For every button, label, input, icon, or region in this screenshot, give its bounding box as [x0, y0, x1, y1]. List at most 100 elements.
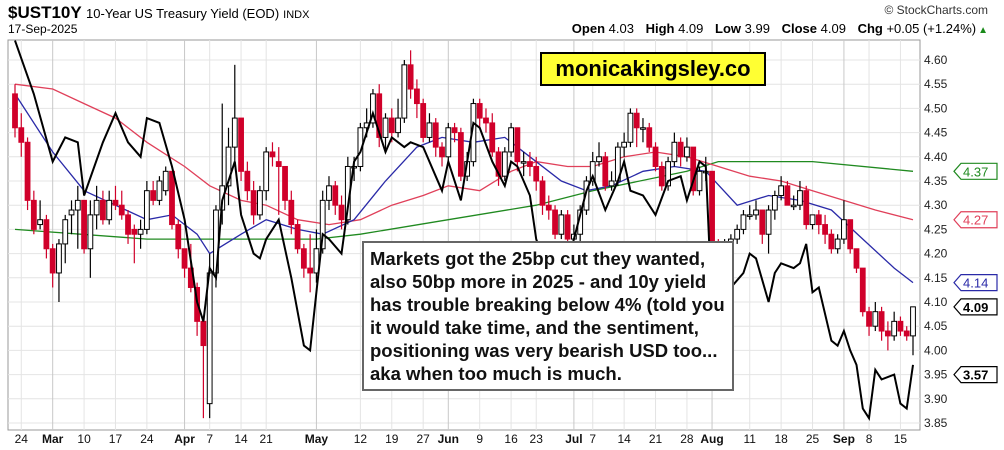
- x-tick-label: 14: [234, 432, 248, 446]
- candle-body: [244, 170, 251, 192]
- low-label: Low: [715, 21, 742, 36]
- candle-body: [778, 185, 785, 197]
- y-tick-label: 4.50: [924, 101, 948, 115]
- candle-body: [250, 190, 257, 216]
- candle-body: [677, 141, 684, 158]
- copyright: © StockCharts.com: [884, 3, 988, 17]
- candle-body: [759, 209, 766, 235]
- x-tick-label: 7: [589, 432, 596, 446]
- candle-body: [457, 132, 464, 177]
- candle-body: [771, 195, 778, 211]
- candle-body: [275, 161, 282, 167]
- x-tick-label: 23: [530, 432, 544, 446]
- x-tick-label: 27: [417, 432, 431, 446]
- x-tick-label: 28: [680, 432, 694, 446]
- candle-body: [589, 161, 596, 182]
- candle-body: [897, 320, 904, 332]
- candle-body: [395, 117, 401, 134]
- candle-body: [225, 146, 232, 187]
- ma-short-last-label: 4.14: [963, 276, 988, 291]
- candle-body: [307, 267, 314, 274]
- candle-body: [282, 165, 288, 201]
- candle-body: [602, 156, 609, 187]
- y-tick-label: 4.20: [924, 247, 948, 261]
- x-tick-label: May: [305, 432, 329, 446]
- x-tick-label: Sep: [833, 432, 855, 446]
- candle-body: [74, 199, 81, 211]
- candle-body: [326, 185, 332, 201]
- candle-body: [30, 199, 37, 230]
- candle-body: [910, 306, 916, 337]
- overlay-last-label: 3.57: [963, 368, 988, 383]
- candle-body: [552, 209, 558, 235]
- candle-body: [24, 141, 31, 201]
- candle-body: [81, 199, 87, 250]
- candle-body: [414, 88, 420, 105]
- ma-mid-last-label-box: [953, 211, 998, 229]
- close-label: Close: [781, 21, 817, 36]
- candle-body: [790, 204, 797, 208]
- ma-mid-last-label: 4.27: [963, 213, 988, 228]
- ma-long-last-label-box: [953, 162, 998, 180]
- candle-body: [432, 122, 439, 148]
- exchange: INDX: [283, 9, 310, 21]
- y-tick-label: 4.60: [924, 53, 948, 67]
- candle-body: [740, 214, 747, 230]
- candle-body: [753, 209, 759, 216]
- candle-body: [269, 151, 276, 158]
- y-tick-label: 4.40: [924, 150, 948, 164]
- candle-body: [545, 204, 552, 211]
- ma-short-last-label-box: [953, 274, 998, 292]
- candle-body: [100, 199, 106, 221]
- high-value: 4.09: [678, 21, 704, 36]
- candle-body: [294, 224, 301, 250]
- candle-body: [797, 190, 803, 206]
- ma-long-line: [14, 160, 914, 240]
- candle-body: [665, 161, 671, 187]
- ma-short-line: [14, 93, 914, 284]
- candle-body: [43, 219, 50, 250]
- candle-body: [558, 214, 565, 235]
- candle-body: [445, 127, 452, 158]
- candle-body: [338, 204, 345, 221]
- x-tick-label: Apr: [174, 432, 195, 446]
- x-tick-label: 12: [354, 432, 368, 446]
- candle-body: [828, 233, 835, 250]
- candle-body: [257, 190, 263, 216]
- candle-body: [87, 214, 94, 250]
- candle-body: [200, 320, 207, 347]
- candle-body: [175, 224, 182, 250]
- x-tick-label: 8: [866, 432, 873, 446]
- candle-body: [809, 214, 816, 226]
- low-value: 3.99: [744, 21, 770, 36]
- candle-body: [476, 103, 483, 119]
- candle-body: [49, 248, 56, 274]
- chg-label: Chg: [857, 21, 883, 36]
- candle-body: [527, 161, 533, 167]
- y-tick-label: 4.35: [924, 174, 948, 188]
- x-tick-label: 10: [77, 432, 91, 446]
- x-tick-label: Jul: [565, 432, 582, 446]
- candle-body: [583, 180, 590, 211]
- candle-body: [125, 214, 131, 235]
- candle-body: [822, 224, 828, 235]
- x-tick-label: 19: [385, 432, 399, 446]
- y-tick-label: 4.25: [924, 222, 948, 236]
- candle-body: [231, 117, 238, 148]
- triangle-up-icon: ▲: [978, 25, 988, 36]
- y-tick-label: 4.10: [924, 295, 948, 309]
- y-tick-label: 4.45: [924, 126, 948, 140]
- candle-body: [300, 248, 307, 269]
- x-tick-label: 9: [476, 432, 483, 446]
- candle-body: [684, 146, 690, 158]
- candle-body: [853, 248, 860, 269]
- overlay-line: [14, 40, 914, 422]
- candle-body: [319, 199, 326, 250]
- candle-body: [388, 117, 395, 134]
- open-value: 4.03: [608, 21, 634, 36]
- y-tick-label: 3.90: [924, 392, 948, 406]
- y-tick-label: 4.00: [924, 343, 948, 357]
- x-tick-label: Mar: [42, 432, 64, 446]
- candle-body: [426, 122, 433, 138]
- candle-body: [891, 320, 898, 337]
